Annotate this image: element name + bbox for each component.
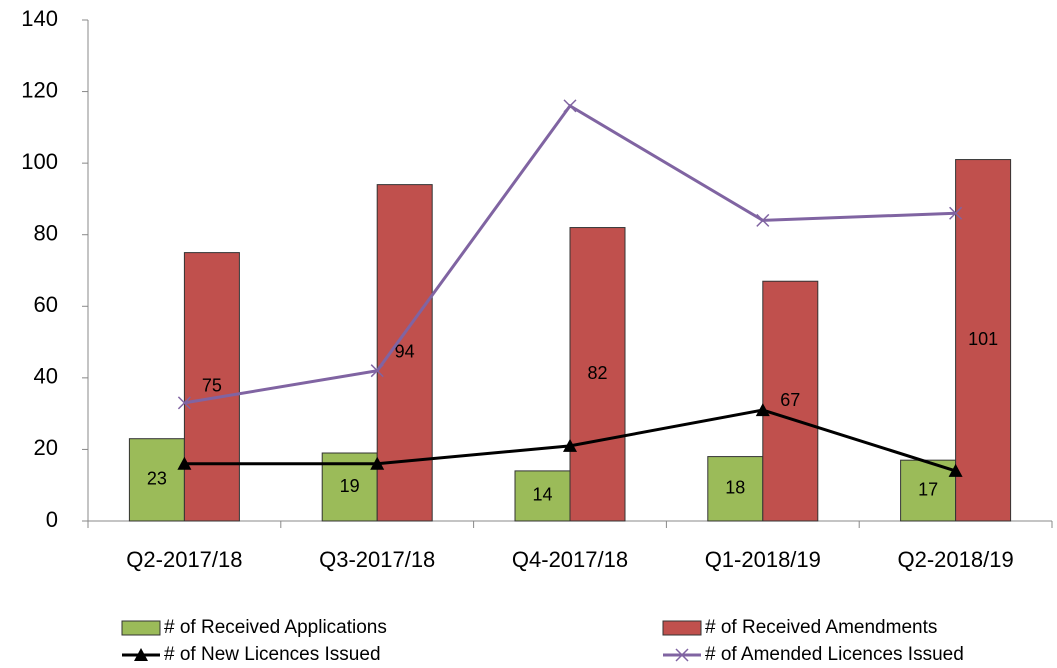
line-marker xyxy=(370,364,384,378)
bar xyxy=(569,227,626,522)
x-tick-label: Q2-2018/19 xyxy=(897,547,1013,572)
bar xyxy=(900,459,957,522)
y-tick-label: 0 xyxy=(46,507,58,532)
value-label: 75 xyxy=(202,376,222,396)
value-label: 18 xyxy=(725,478,745,498)
legend-label: # of Amended Licences Issued xyxy=(705,644,964,665)
value-label: 94 xyxy=(395,342,415,362)
line-marker xyxy=(949,206,963,220)
legend-swatch xyxy=(121,620,161,636)
line-marker xyxy=(948,463,963,477)
legend-label: # of Received Amendments xyxy=(705,617,937,638)
x-tick-label: Q3-2017/18 xyxy=(319,547,435,572)
bar xyxy=(128,438,185,522)
value-label: 14 xyxy=(532,485,552,505)
x-tick-label: Q1-2018/19 xyxy=(705,547,821,572)
line-marker xyxy=(755,403,770,417)
value-label: 101 xyxy=(968,329,998,349)
y-tick-label: 80 xyxy=(34,221,58,246)
value-label: 23 xyxy=(147,469,167,489)
line-marker xyxy=(370,456,385,470)
legend-marker xyxy=(134,648,148,661)
bar xyxy=(762,280,819,522)
legend-label: # of Received Applications xyxy=(164,617,387,638)
line-marker xyxy=(177,396,191,410)
bar xyxy=(955,159,1012,522)
line-marker xyxy=(563,438,577,452)
bar xyxy=(376,184,433,522)
line-marker xyxy=(177,456,192,470)
y-tick-label: 140 xyxy=(21,6,58,31)
legend-label: # of New Licences Issued xyxy=(164,644,381,665)
line-marker xyxy=(563,99,577,113)
legend-swatch xyxy=(662,620,702,636)
value-label: 19 xyxy=(340,476,360,496)
y-tick-label: 120 xyxy=(21,77,58,102)
value-label: 67 xyxy=(780,390,800,410)
y-tick-label: 20 xyxy=(34,435,58,460)
legend-marker xyxy=(675,648,689,662)
x-tick-label: Q4-2017/18 xyxy=(512,547,628,572)
value-label: 17 xyxy=(918,479,938,499)
y-tick-label: 40 xyxy=(34,364,58,389)
value-label: 82 xyxy=(587,363,607,383)
bar xyxy=(183,252,240,522)
y-tick-label: 60 xyxy=(34,292,58,317)
y-tick-label: 100 xyxy=(21,149,58,174)
x-tick-label: Q2-2017/18 xyxy=(126,547,242,572)
bar xyxy=(514,470,571,522)
line-marker xyxy=(756,213,770,227)
